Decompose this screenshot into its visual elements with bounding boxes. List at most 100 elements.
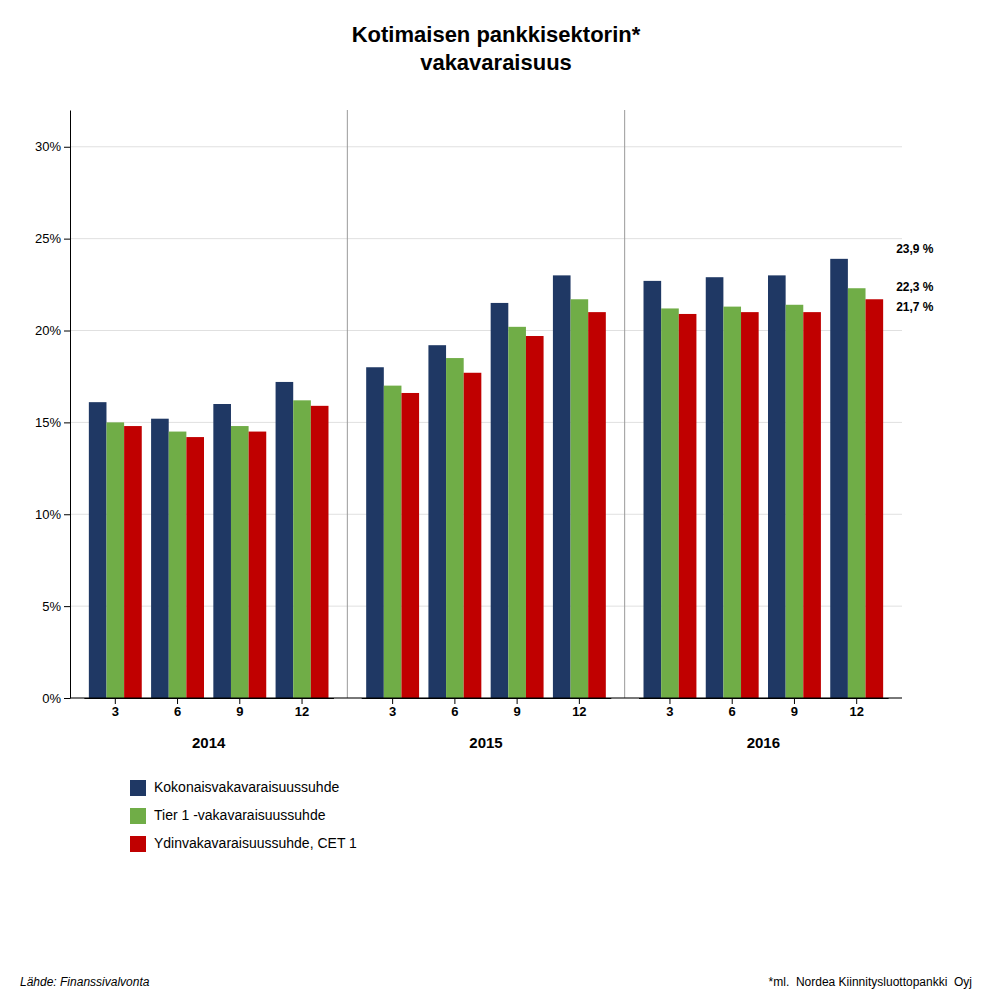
bar [866,299,884,698]
x-axis: 369122014369122015369122016 [70,698,902,751]
y-tick: 20% [35,323,70,338]
year-divider [347,110,348,698]
x-tick-label: 6 [174,704,181,719]
x-tick: 6 [729,698,736,719]
y-axis-line [70,111,71,699]
bar [491,303,509,698]
bar [186,437,204,698]
x-tick-label: 9 [514,704,521,719]
bar [124,426,142,698]
bar [848,288,866,698]
series [124,299,883,698]
bar [213,404,231,698]
y-tick-label: 20% [35,323,61,338]
bar [401,393,419,698]
x-tick: 12 [572,698,586,719]
y-tick-mark [64,514,70,515]
bar [644,281,662,698]
x-axis-line-group [84,698,334,699]
bar [151,419,169,698]
bar [571,299,589,698]
bar [526,336,544,698]
title-line: vakavaraisuus [420,50,572,75]
y-tick-mark [64,606,70,607]
grid-line [70,698,902,699]
x-tick-label: 3 [389,704,396,719]
grid-line [70,238,902,239]
x-tick-mark [794,698,795,704]
annotation: 23,9 % [896,242,934,256]
annotation: 21,7 % [896,300,934,314]
y-tick: 5% [42,599,70,614]
bar [706,277,724,698]
bar [786,305,804,698]
bar [89,402,107,698]
x-tick: 9 [514,698,521,719]
y-tick: 0% [42,691,70,706]
x-tick-label: 12 [572,704,586,719]
grid [70,147,902,698]
bar [508,327,526,698]
x-tick-label: 6 [451,704,458,719]
series [89,259,848,698]
y-axis: 0%5%10%15%20%25%30% [35,111,71,706]
legend-label: Tier 1 -vakavaraisuussuhde [154,807,326,823]
legend-swatch [130,808,146,824]
x-tick: 3 [666,698,673,719]
y-tick-mark [64,698,70,699]
y-tick-mark [64,422,70,423]
y-tick-mark [64,239,70,240]
chart: Kotimaisen pankkisektorin* vakavaraisuus 0… [0,0,992,998]
bar [366,367,384,698]
year-dividers [347,110,624,698]
bar [276,382,294,698]
y-tick-label: 30% [35,139,61,154]
x-tick-mark [517,698,518,704]
y-tick-label: 25% [35,231,61,246]
year-label: 2015 [469,734,502,751]
x-tick: 3 [389,698,396,719]
y-tick-label: 0% [42,691,61,706]
bar [446,358,464,698]
year-label: 2014 [192,734,226,751]
title-line: Kotimaisen pankkisektorin* [352,22,641,47]
x-tick: 12 [849,698,863,719]
x-tick-label: 12 [849,704,863,719]
x-tick: 6 [174,698,181,719]
bar [830,259,848,698]
x-tick-mark [856,698,857,704]
y-tick-label: 10% [35,507,61,522]
bar [384,386,402,698]
legend-item: Ydinvakavaraisuussuhde, CET 1 [130,835,357,852]
x-tick-mark [454,698,455,704]
note: *ml. Nordea Kiinnitysluottopankki Oyj [769,975,972,989]
x-tick-label: 9 [236,704,243,719]
x-tick-label: 12 [295,704,309,719]
x-tick-mark [115,698,116,704]
x-tick-mark [392,698,393,704]
x-tick-label: 9 [791,704,798,719]
bar [249,432,267,698]
bar [768,275,786,698]
x-tick-mark [239,698,240,704]
bar [661,308,679,698]
bar [588,312,606,698]
x-tick-mark [177,698,178,704]
x-tick: 9 [791,698,798,719]
bar [106,422,124,698]
bar [231,426,249,698]
annotation: 22,3 % [896,280,934,294]
plot: 0%5%10%15%20%25%30%369122014369122015369… [35,110,934,751]
x-axis-line-group [639,698,889,699]
legend-swatch [130,780,146,796]
grid-line [70,146,902,147]
x-axis-group: 3 6 9 12 [639,698,889,719]
bar [169,432,187,698]
x-axis-group: 3 6 9 12 [84,698,334,719]
bars [89,259,883,698]
x-tick: 6 [451,698,458,719]
legend: KokonaisvakavaraisuussuhdeTier 1 -vakava… [130,779,357,852]
y-tick: 30% [35,139,70,154]
x-tick-label: 3 [112,704,119,719]
bar [428,345,446,698]
